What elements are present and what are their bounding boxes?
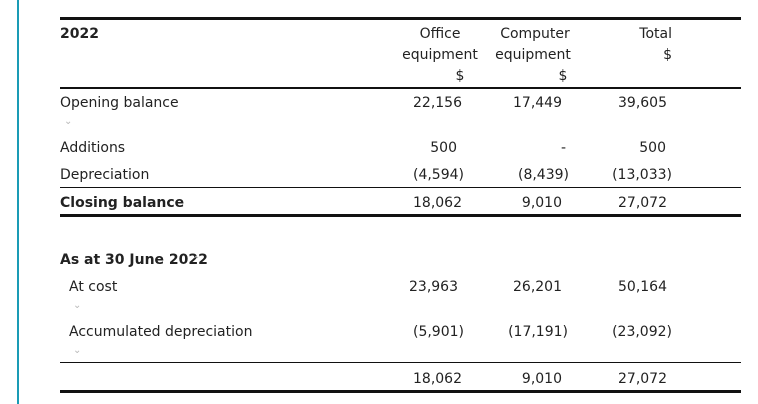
- at-cost-office: 23,963: [409, 279, 458, 295]
- net-rule: [60, 362, 741, 363]
- closing-computer: 9,010: [521, 195, 562, 211]
- net-office: 18,062: [413, 371, 462, 387]
- accum-computer: (17,191): [508, 324, 568, 340]
- section-heading-as-at: As at 30 June 2022: [60, 252, 208, 268]
- at-cost-total: 50,164: [618, 279, 667, 295]
- row-label-at-cost: At cost: [69, 279, 118, 295]
- year-header: 2022: [60, 26, 99, 42]
- additions-computer: -: [560, 140, 566, 156]
- net-computer: 9,010: [521, 371, 562, 387]
- header-rule: [60, 87, 741, 89]
- col-header-total-2: $: [663, 47, 672, 63]
- row-label-accumulated-depreciation: Accumulated depreciation: [69, 324, 253, 340]
- chevron-up-icon[interactable]: ⌃: [192, 255, 201, 266]
- table-bottom-rule: [60, 390, 741, 393]
- accum-office: (5,901): [412, 324, 464, 340]
- col-header-computer-1: Computer: [500, 26, 570, 42]
- table-top-rule: [60, 17, 741, 20]
- col-header-office-3: $: [455, 68, 465, 84]
- col-header-total-1: Total: [639, 26, 672, 42]
- depreciation-total: (13,033): [612, 167, 672, 183]
- depreciation-computer: (8,439): [517, 167, 569, 183]
- opening-total: 39,605: [618, 95, 667, 111]
- opening-office: 22,156: [413, 95, 462, 111]
- subtotal-rule: [60, 187, 741, 188]
- depreciation-office: (4,594): [412, 167, 464, 183]
- col-header-office-2: equipment: [402, 47, 478, 63]
- row-label-additions: Additions: [60, 140, 126, 156]
- row-label-depreciation: Depreciation: [60, 167, 150, 183]
- closing-rule: [60, 214, 741, 217]
- opening-computer: 17,449: [513, 95, 562, 111]
- row-label-opening-balance: Opening balance: [60, 95, 179, 111]
- col-header-office-1: Office: [419, 26, 461, 42]
- closing-total: 27,072: [618, 195, 667, 211]
- additions-total: 500: [639, 140, 666, 156]
- left-accent-bar: [17, 0, 19, 404]
- chevron-down-icon[interactable]: ⌄: [73, 300, 82, 311]
- chevron-down-icon[interactable]: ⌄: [64, 116, 73, 127]
- additions-office: 500: [430, 140, 457, 156]
- col-header-computer-3: $: [558, 68, 568, 84]
- chevron-down-icon[interactable]: ⌄: [73, 345, 82, 356]
- closing-office: 18,062: [413, 195, 462, 211]
- net-total: 27,072: [618, 371, 667, 387]
- col-header-computer-2: equipment: [495, 47, 571, 63]
- row-label-closing-balance: Closing balance: [60, 195, 185, 211]
- accum-total: (23,092): [612, 324, 672, 340]
- at-cost-computer: 26,201: [513, 279, 562, 295]
